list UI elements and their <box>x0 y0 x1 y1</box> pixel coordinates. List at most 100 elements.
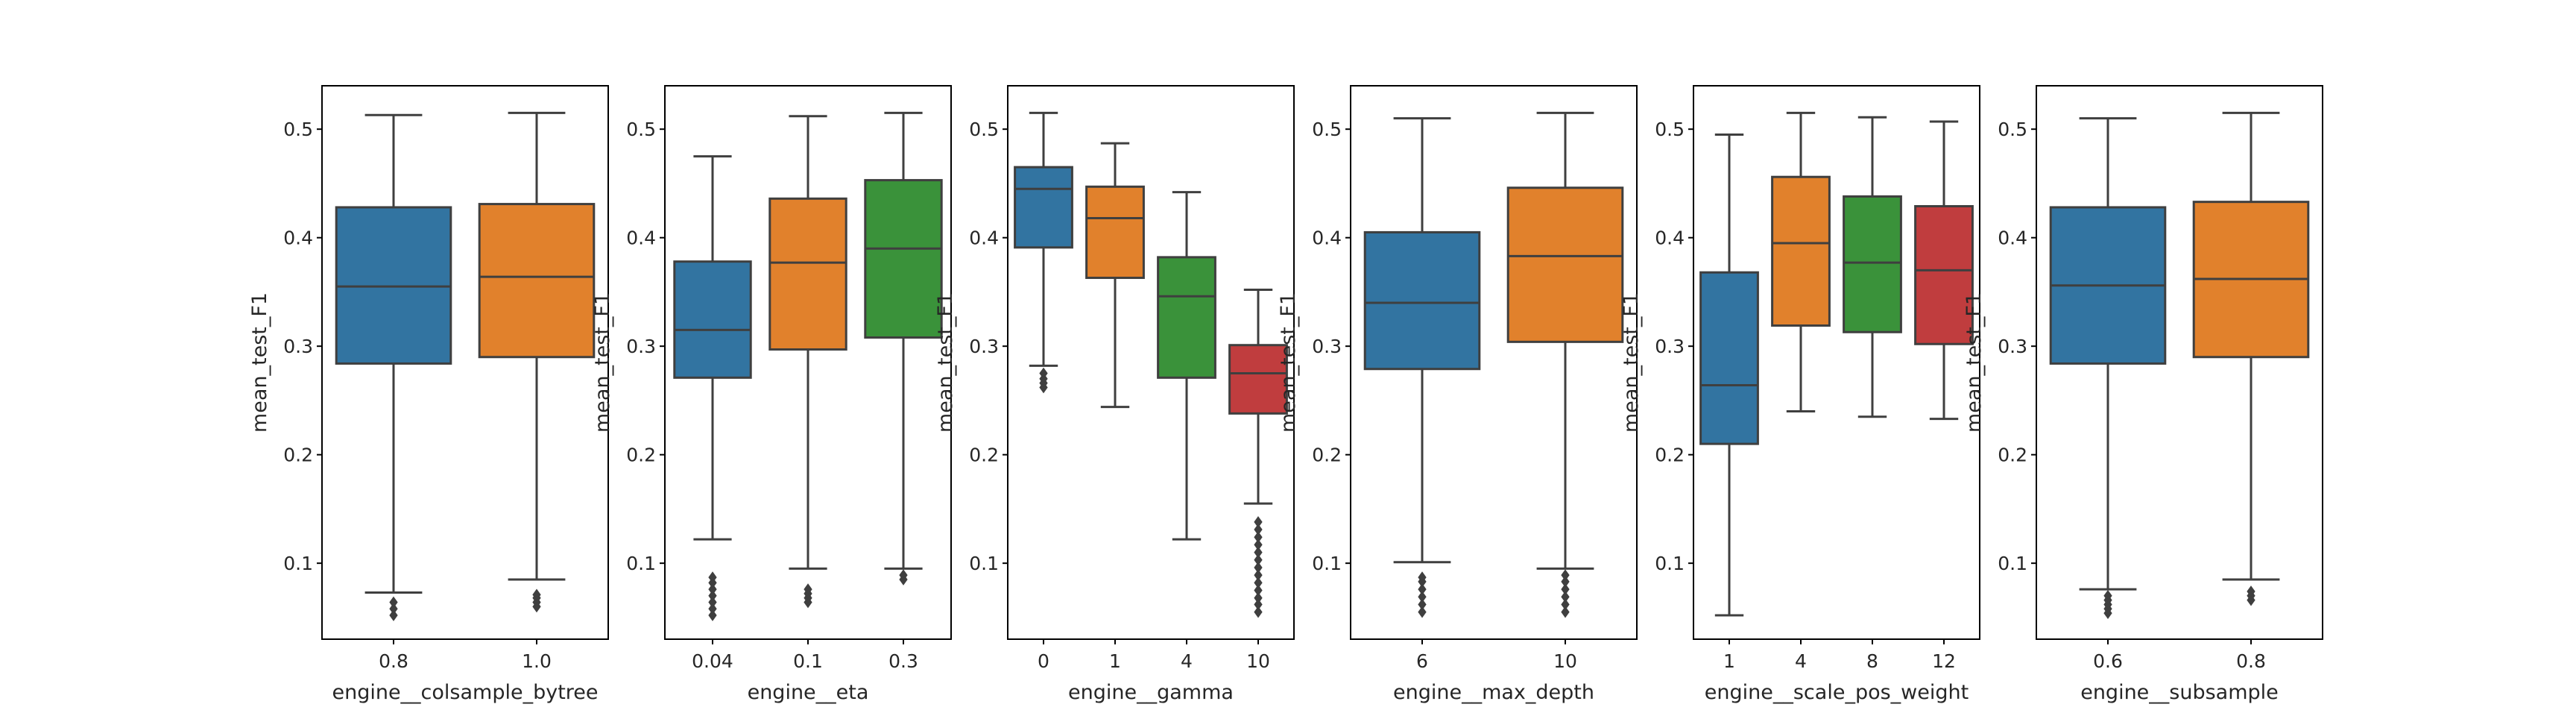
y-tick-label: 0.5 <box>1312 119 1342 140</box>
y-tick-label: 0.1 <box>283 553 313 574</box>
x-tick-label: 8 <box>1866 650 1878 672</box>
outlier-point <box>389 609 398 621</box>
axes-frame <box>1350 85 1638 640</box>
subplot-1: 0.1 0.2 0.3 0.4 0.5 mean_test_F1 0.8 1.0 engine_… <box>248 85 609 704</box>
outlier-point <box>708 609 717 621</box>
outlier-point <box>708 583 717 595</box>
outlier-point <box>1254 584 1263 597</box>
subplot-3: 0.1 0.2 0.3 0.4 0.5 mean_test_F1 0 1 4 10 engine__… <box>934 85 1295 704</box>
y-tick-label: 0.1 <box>969 553 999 574</box>
y-tick-label: 0.2 <box>1655 445 1685 466</box>
outlier-point <box>389 596 398 609</box>
outlier-point <box>1418 583 1427 595</box>
iqr-box <box>1228 344 1288 415</box>
y-tick-label: 0.4 <box>1312 227 1342 249</box>
iqr-box <box>478 203 596 359</box>
box-6 <box>1363 117 1481 618</box>
y-tick-label: 0.2 <box>1998 445 2027 466</box>
outlier-point <box>1254 577 1263 589</box>
outlier-point <box>1561 606 1570 618</box>
axes-frame <box>1007 85 1295 640</box>
x-axis-label: engine__colsample_bytree <box>332 681 598 704</box>
box-0.1 <box>768 115 847 609</box>
x-axis-label: engine__gamma <box>1068 681 1234 704</box>
iqr-box <box>1506 186 1624 343</box>
box-1.0 <box>478 111 596 613</box>
y-axis-label: mean_test_F1 <box>248 292 271 433</box>
y-tick-label: 0.1 <box>1998 553 2027 574</box>
outlier-point <box>1561 583 1570 595</box>
box-0.3 <box>864 111 943 585</box>
x-tick-label: 0 <box>1038 650 1049 672</box>
y-tick-label: 0.3 <box>283 336 313 357</box>
outlier-point <box>1254 516 1263 528</box>
x-axis-label: engine__eta <box>748 681 869 704</box>
y-axis-label: mean_test_F1 <box>1963 292 1986 433</box>
x-axis-label: engine__max_depth <box>1393 681 1594 704</box>
box-0.8 <box>2192 111 2310 606</box>
x-tick-label: 10 <box>1553 650 1577 672</box>
x-tick-label: 12 <box>1932 650 1956 672</box>
outlier-point <box>1254 546 1263 559</box>
box-8 <box>1843 116 1902 418</box>
outlier-point <box>1561 598 1570 611</box>
y-tick-label: 0.4 <box>626 227 656 249</box>
outlier-point <box>1561 576 1570 588</box>
y-tick-label: 0.3 <box>969 336 999 357</box>
box-4 <box>1771 111 1831 412</box>
outlier-point <box>1561 569 1570 582</box>
outlier-point <box>1039 367 1048 380</box>
box-12 <box>1914 120 1974 421</box>
iqr-box <box>1085 185 1145 280</box>
x-tick-label: 0.8 <box>2236 650 2266 672</box>
y-axis-label: mean_test_F1 <box>591 292 614 433</box>
x-tick-label: 6 <box>1416 650 1428 672</box>
iqr-box <box>1771 175 1831 327</box>
outlier-point <box>1254 531 1263 544</box>
box-10 <box>1228 289 1288 618</box>
outlier-point <box>532 588 541 601</box>
outlier-point <box>1254 538 1263 551</box>
iqr-box <box>1014 166 1073 249</box>
iqr-box <box>1157 256 1216 379</box>
y-tick-label: 0.4 <box>1998 227 2027 249</box>
iqr-box <box>673 260 752 379</box>
outlier-point <box>1418 591 1427 603</box>
outlier-point <box>1254 606 1263 618</box>
box-1 <box>1699 133 1759 617</box>
iqr-box <box>1843 195 1902 333</box>
subplot-2: 0.1 0.2 0.3 0.4 0.5 mean_test_F1 0.04 0.1 0.3 eng… <box>591 85 952 704</box>
y-tick-label: 0.5 <box>1655 119 1685 140</box>
outlier-point <box>899 569 908 582</box>
x-axis-label: engine__subsample <box>2080 681 2279 704</box>
outlier-point <box>1418 598 1427 611</box>
y-tick-label: 0.5 <box>626 119 656 140</box>
iqr-box <box>864 179 943 339</box>
y-axis-label: mean_test_F1 <box>1277 292 1300 433</box>
y-tick-label: 0.2 <box>626 445 656 466</box>
x-tick-label: 4 <box>1181 650 1193 672</box>
outlier-point <box>1254 598 1263 611</box>
iqr-box <box>768 197 847 351</box>
x-tick-label: 1 <box>1723 650 1735 672</box>
box-0.8 <box>335 113 452 621</box>
box-0 <box>1014 111 1073 394</box>
outlier-point <box>804 583 812 595</box>
x-tick-label: 1 <box>1109 650 1121 672</box>
box-4 <box>1157 191 1216 541</box>
subplot-4: 0.1 0.2 0.3 0.4 0.5 mean_test_F1 6 10 engine__ma… <box>1277 85 1638 704</box>
outlier-point <box>708 571 717 583</box>
y-tick-label: 0.4 <box>1655 227 1685 249</box>
outlier-point <box>1254 591 1263 604</box>
y-tick-label: 0.3 <box>1655 336 1685 357</box>
outlier-point <box>708 589 717 602</box>
y-tick-label: 0.5 <box>1998 119 2027 140</box>
outlier-point <box>2247 585 2255 597</box>
y-tick-label: 0.2 <box>283 445 313 466</box>
box-10 <box>1506 111 1624 618</box>
iqr-box <box>1699 271 1759 445</box>
x-tick-label: 1.0 <box>522 650 552 672</box>
y-tick-label: 0.2 <box>969 445 999 466</box>
x-tick-label: 0.6 <box>2093 650 2123 672</box>
